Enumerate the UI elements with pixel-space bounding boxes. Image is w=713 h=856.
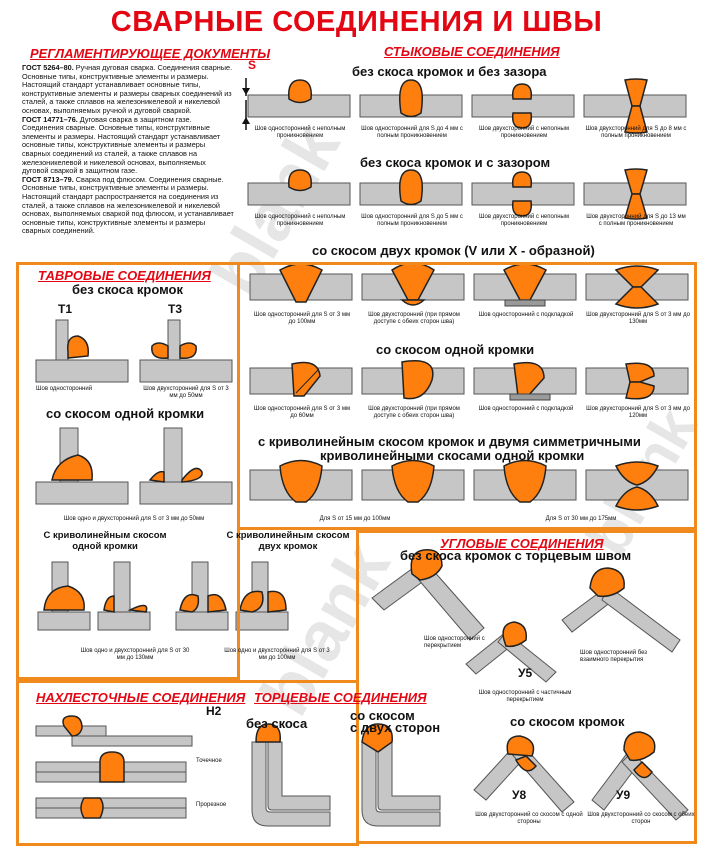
lap-frame [16, 680, 359, 846]
caption: Для S от 15 мм до 100мм [319, 516, 391, 522]
caption: Шов односторонний без взаимного перекрыт… [580, 650, 648, 663]
caption: Шов двухсторонний для S от 3 мм до 50мм [143, 386, 229, 399]
u5-label: У5 [518, 666, 533, 680]
tee-sub-2: со скосом одной кромки [46, 406, 205, 421]
caption: Шов двухсторонний для S от 3 мм до 120мм [586, 406, 690, 419]
caption: Шов двухсторонний с неполным проникновен… [479, 214, 569, 227]
caption: Шов двухсторонний со скосом с одной стор… [475, 812, 583, 825]
butt-row-3 [249, 262, 689, 309]
butt-row-4 [249, 360, 689, 401]
edge-sub-2a: со скосом [350, 708, 415, 723]
caption: Шов односторонний с частичным перекрытие… [478, 690, 572, 703]
caption: Шов двухсторонний (при прямом доступе с … [368, 406, 460, 419]
caption: Шов одно и двухсторонний для S от 3 мм д… [224, 648, 330, 661]
butt-sub-5b: криволинейными скосами одной кромки [320, 448, 585, 463]
corner-figures [371, 549, 689, 821]
corner-sub-2: со скосом кромок [510, 714, 625, 729]
caption: Для S от 30 мм до 175мм [545, 516, 617, 522]
butt-sub-2: без скоса кромок и с зазором [360, 155, 551, 170]
caption: Шов односторонний для S до 4 мм с полным… [361, 126, 463, 139]
doc-item: ГОСТ 8713–79. Сварка под флюсом. Соедине… [22, 174, 234, 236]
caption: Шов двухсторонний для S до 8 мм с полным… [585, 126, 687, 139]
weld [287, 79, 313, 104]
lap-heading: НАХЛЕСТОЧНЫЕ СОЕДИНЕНИЯ [36, 690, 246, 705]
u8-label: У8 [512, 788, 527, 802]
caption: Шов односторонний с перекрытием [424, 636, 485, 649]
edge-heading: ТОРЦЕВЫЕ СОЕДИНЕНИЯ [254, 690, 427, 705]
doc-item: ГОСТ 14771–76. Дуговая сварка в защитном… [22, 114, 221, 176]
caption: Шов одно и двухсторонний для S от 30 мм … [80, 648, 190, 661]
tee-sub-3a: С криволинейным скосом одной кромки [43, 530, 167, 552]
caption: Шов двухсторонний для S от 3 мм до 130мм [586, 312, 690, 325]
caption: Шов двухсторонний с неполным проникновен… [479, 126, 569, 139]
caption: Шов двухсторонний со скосом с обеих стор… [587, 812, 695, 825]
docs-heading: РЕГЛАМЕНТИРУЮЩЕЕ ДОКУМЕНТЫ [30, 46, 271, 61]
lap-figures [35, 715, 193, 819]
butt-heading: СТЫКОВЫЕ СОЕДИНЕНИЯ [384, 44, 560, 59]
tee-heading: ТАВРОВЫЕ СОЕДИНЕНИЯ [38, 268, 211, 283]
page-title: СВАРНЫЕ СОЕДИНЕНИЯ И ШВЫ [110, 6, 603, 38]
caption: Шов односторонний для S от 3 мм до 60мм [253, 406, 351, 419]
edge-sub-2: со скосом с двух сторон [350, 708, 441, 735]
caption: Шов односторонний с неполным проникновен… [254, 214, 346, 227]
caption: Шов односторонний с неполным проникновен… [254, 126, 346, 139]
tee-t3-label: Т3 [168, 302, 183, 316]
butt-row-5 [249, 459, 689, 511]
caption: Шов двухсторонний (при прямом доступе с … [368, 312, 460, 325]
butt-row-2 [247, 168, 687, 220]
tee-figures [35, 319, 289, 631]
caption: Прорезное [196, 802, 227, 808]
butt-sub-5a: с криволинейным скосом кромок и двумя си… [258, 434, 641, 449]
caption: Точечное [196, 758, 222, 764]
corner-sub-1: без скоса кромок с торцевым швом [400, 548, 632, 563]
edge-sub-2b: с двух сторон [350, 720, 441, 735]
caption: Шов одно и двухсторонний для S от 3 мм д… [63, 516, 205, 522]
edge-figures [251, 723, 441, 827]
tee-frame [16, 262, 240, 680]
caption: Шов односторонний с подкладкой [478, 406, 574, 412]
tee-t1-label: Т1 [58, 302, 73, 316]
tee-sub-3b: С криволинейным скосом двух кромок [226, 530, 350, 552]
caption: Шов двухсторонний для S до 13 мм с полны… [586, 214, 686, 227]
caption: Шов односторонний с подкладкой [478, 312, 574, 318]
u9-label: У9 [616, 788, 631, 802]
edge-sub-1: без скоса [246, 716, 308, 731]
caption: Шов односторонний [36, 386, 93, 392]
docs-list: ГОСТ 5264–80. Ручная дуговая сварка. Сое… [22, 63, 234, 236]
butt-sub-3: со скосом двух кромок (V или X - образно… [312, 243, 595, 258]
h2-label: Н2 [206, 704, 222, 718]
corner-frame [356, 530, 697, 844]
doc-item: ГОСТ 5264–80. Ручная дуговая сварка. Сое… [22, 63, 233, 115]
butt-frame [240, 262, 697, 530]
butt-sub-4: со скосом одной кромки [376, 342, 535, 357]
caption: Шов односторонний для S от 3 мм до 100мм [253, 312, 351, 325]
s-label: S [248, 58, 257, 72]
tee-sub-1: без скоса кромок [72, 282, 184, 297]
caption: Шов односторонний для S до 5 мм с полным… [361, 214, 463, 227]
butt-row-1 [242, 78, 687, 134]
butt-sub-1: без скоса кромок и без зазора [352, 64, 547, 79]
corner-heading: УГЛОВЫЕ СОЕДИНЕНИЯ [440, 536, 604, 551]
